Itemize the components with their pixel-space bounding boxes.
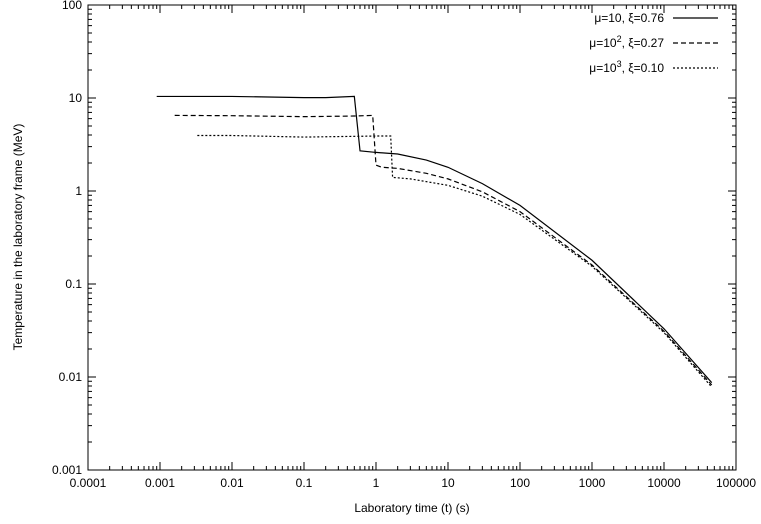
- series-line-3: [197, 134, 713, 388]
- y-tick-label: 10: [69, 91, 83, 105]
- series-line-2: [174, 114, 713, 386]
- x-tick-label: 0.1: [296, 476, 313, 490]
- x-tick-label: 1000: [579, 476, 606, 490]
- legend-label-2: μ=102, ξ=0.27: [589, 34, 664, 50]
- legend-label-3: μ=103, ξ=0.10: [589, 59, 664, 75]
- legend-label-1: μ=10, ξ=0.76: [594, 11, 664, 25]
- series-line-1: [156, 95, 713, 384]
- x-tick-label: 10: [441, 476, 455, 490]
- x-tick-label: 10000: [647, 476, 681, 490]
- x-tick-label: 0.01: [220, 476, 244, 490]
- x-tick-label: 1: [373, 476, 380, 490]
- y-tick-label: 0.01: [59, 370, 83, 384]
- x-tick-label: 100000: [716, 476, 756, 490]
- y-tick-label: 100: [62, 0, 82, 12]
- plot-frame: [87, 4, 737, 471]
- y-axis-label: Temperature in the laboratory frame (MeV…: [11, 124, 25, 351]
- y-tick-label: 0.1: [65, 277, 82, 291]
- x-tick-label: 0.0001: [70, 476, 107, 490]
- x-axis-label: Laboratory time (t) (s): [354, 501, 469, 515]
- series-lines: [156, 95, 713, 388]
- y-tick-label: 0.001: [52, 463, 82, 477]
- x-tick-label: 100: [510, 476, 530, 490]
- x-tick-label: 0.001: [145, 476, 175, 490]
- y-tick-label: 1: [75, 184, 82, 198]
- legend: μ=10, ξ=0.76 μ=102, ξ=0.27 μ=103, ξ=0.10: [589, 11, 718, 75]
- ticks: 0.0001 0.001 0.01 0.1 1 10 100 1000 10000 1000000…: [52, 0, 756, 490]
